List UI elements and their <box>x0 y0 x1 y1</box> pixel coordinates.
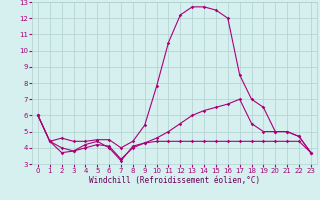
X-axis label: Windchill (Refroidissement éolien,°C): Windchill (Refroidissement éolien,°C) <box>89 176 260 185</box>
